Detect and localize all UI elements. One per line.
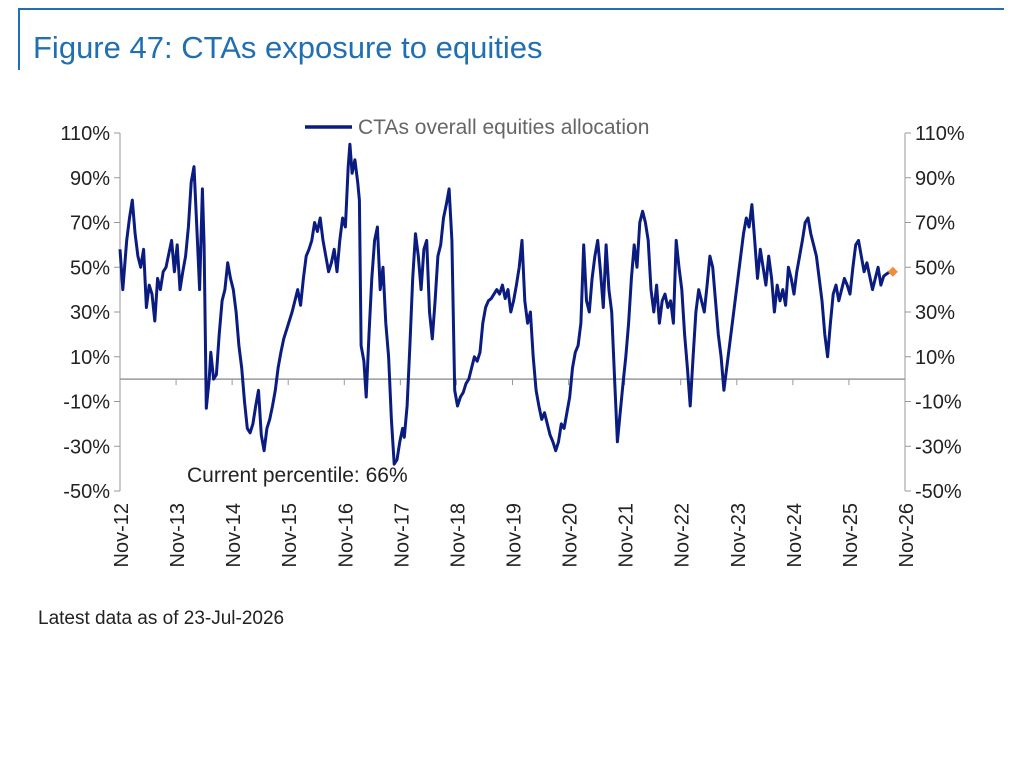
y-tick-label-left: 90%: [70, 168, 110, 190]
line-chart: 110% 110% 90% 90% 70% 70% 50% 50% 30% 30% 10% 10% -1…: [60, 116, 965, 567]
x-tick-label: Nov-25: [840, 503, 862, 567]
y-tick-label-left: -30%: [63, 436, 110, 458]
y-tick-label-left: 50%: [70, 257, 110, 279]
y-tick-label-right: 110%: [915, 123, 965, 145]
y-tick-label-left: 30%: [70, 302, 110, 324]
y-tick-label-right: -30%: [915, 436, 962, 458]
y-tick-label-left: -50%: [63, 481, 110, 503]
y-tick-label-left: 110%: [60, 123, 110, 145]
figure-title: Figure 47: CTAs exposure to equities: [33, 30, 543, 65]
y-tick-label-right: -50%: [915, 481, 962, 503]
legend-label: CTAs overall equities allocation: [358, 116, 649, 139]
y-tick-label-left: 10%: [70, 347, 110, 369]
footnote: Latest data as of 23-Jul-2026: [38, 608, 285, 629]
y-tick-label-left: 70%: [70, 213, 110, 235]
latest-value-marker: [887, 266, 898, 277]
y-tick-label-left: -10%: [63, 392, 110, 414]
x-tick-label: Nov-14: [223, 503, 245, 567]
y-tick-label-right: 30%: [915, 302, 955, 324]
title-accent-top: [18, 8, 1004, 10]
x-tick-label: Nov-24: [784, 503, 806, 567]
x-tick-label: Nov-12: [111, 503, 133, 567]
x-tick-label: Nov-26: [896, 503, 918, 567]
x-tick-label: Nov-21: [616, 503, 638, 567]
x-tick-label: Nov-23: [728, 503, 750, 567]
title-accent-left: [18, 8, 20, 70]
x-tick-label: Nov-19: [504, 503, 526, 567]
percentile-annotation: Current percentile: 66%: [187, 464, 408, 487]
y-tick-label-right: 70%: [915, 213, 955, 235]
x-tick-label: Nov-18: [447, 503, 469, 567]
x-tick-label: Nov-20: [560, 503, 582, 567]
series-line-ctas-equities: [118, 142, 891, 466]
y-tick-label-right: 50%: [915, 257, 955, 279]
x-tick-label: Nov-22: [672, 503, 694, 567]
x-tick-label: Nov-15: [279, 503, 301, 567]
y-tick-label-right: -10%: [915, 392, 962, 414]
x-tick-label: Nov-13: [167, 503, 189, 567]
y-tick-label-right: 90%: [915, 168, 955, 190]
x-tick-label: Nov-16: [335, 503, 357, 567]
x-tick-label: Nov-17: [391, 503, 413, 567]
y-tick-label-right: 10%: [915, 347, 955, 369]
